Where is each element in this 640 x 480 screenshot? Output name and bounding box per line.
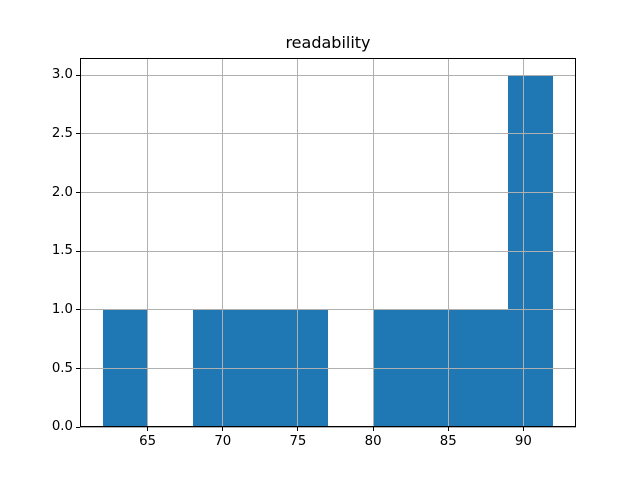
gridline-vertical — [447, 57, 449, 428]
gridline-vertical — [297, 57, 299, 428]
gridline-vertical — [222, 57, 224, 428]
x-tick-label: 75 — [289, 434, 307, 450]
plot-area: 65 70 75 80 85 90 0.0 0.5 1.0 1.5 2.0 2.5 3.0 — [52, 57, 576, 449]
x-tick-mark — [222, 427, 224, 432]
gridline-vertical — [522, 57, 524, 428]
y-tick-label: 3.0 — [51, 67, 73, 83]
y-tick-label: 2.0 — [51, 184, 73, 200]
y-tick-mark — [76, 192, 80, 194]
y-tick-mark — [76, 368, 80, 370]
x-tick-mark — [372, 427, 374, 432]
y-tick-label: 2.5 — [51, 125, 73, 141]
gridline-horizontal — [80, 192, 576, 194]
y-tick-mark — [76, 250, 80, 252]
gridline-horizontal — [80, 74, 576, 76]
x-tick-label: 80 — [364, 434, 382, 450]
y-tick-mark — [76, 74, 80, 76]
x-tick-mark — [147, 427, 149, 432]
chart-title: readability — [285, 33, 371, 52]
x-tick-label: 90 — [514, 434, 532, 450]
x-tick-mark — [447, 427, 449, 432]
gridline-vertical — [372, 57, 374, 428]
y-tick-mark — [76, 426, 80, 428]
gridline-horizontal — [80, 368, 576, 370]
y-tick-label: 1.0 — [51, 301, 73, 317]
x-tick-label: 65 — [139, 434, 157, 450]
gridline-horizontal — [80, 250, 576, 252]
gridline-horizontal — [80, 133, 576, 135]
x-tick-mark — [297, 427, 299, 432]
y-tick-mark — [76, 133, 80, 135]
x-tick-mark — [522, 427, 524, 432]
y-tick-label: 0.5 — [51, 360, 73, 376]
y-tick-label: 1.5 — [51, 243, 73, 259]
y-tick-label: 0.0 — [51, 419, 73, 435]
x-tick-label: 70 — [214, 434, 232, 450]
x-tick-label: 85 — [439, 434, 457, 450]
gridline-vertical — [147, 57, 149, 428]
gridline-horizontal — [80, 426, 576, 428]
y-tick-mark — [76, 309, 80, 311]
gridline-horizontal — [80, 309, 576, 311]
